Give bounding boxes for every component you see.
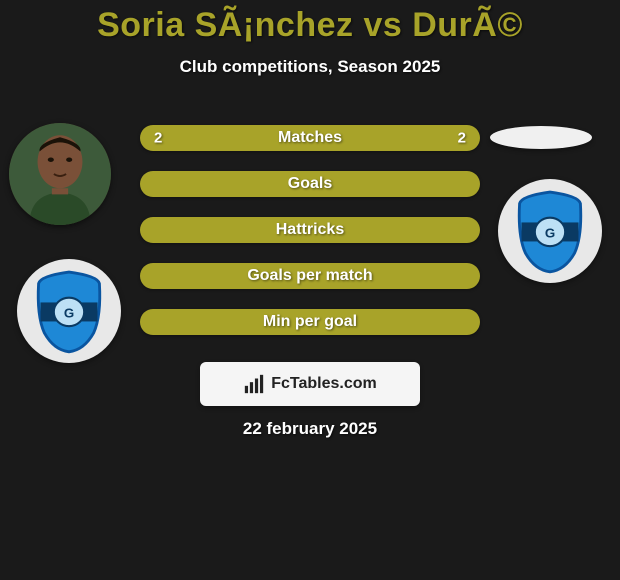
page-title: Soria SÃ¡nchez vs DurÃ© — [0, 0, 620, 45]
stat-left-value: 2 — [154, 130, 162, 147]
stat-label: Matches — [278, 129, 342, 147]
player-right-placeholder — [490, 126, 592, 149]
stat-right-value: 2 — [458, 130, 466, 147]
content-area: Soria SÃ¡nchez vs DurÃ© Club competition… — [0, 0, 620, 580]
footer-brand-box: FcTables.com — [200, 362, 420, 406]
stat-bar-goals-per-match: Goals per match — [140, 263, 480, 289]
player-left-avatar — [9, 123, 111, 225]
stat-bar-matches: 2 Matches 2 — [140, 125, 480, 151]
stat-label: Goals per match — [247, 267, 372, 285]
svg-text:G: G — [545, 226, 555, 241]
page-subtitle: Club competitions, Season 2025 — [0, 57, 620, 77]
club-left-logo: G — [17, 259, 121, 363]
stat-label: Min per goal — [263, 313, 357, 331]
stat-bar-goals: Goals — [140, 171, 480, 197]
stat-bars: 2 Matches 2 Goals Hattricks Goals per ma… — [140, 125, 480, 355]
stat-bar-min-per-goal: Min per goal — [140, 309, 480, 335]
footer-brand-text: FcTables.com — [271, 375, 377, 393]
stat-label: Hattricks — [276, 221, 344, 239]
stat-bar-hattricks: Hattricks — [140, 217, 480, 243]
shield-icon: G — [31, 268, 107, 354]
footer-date: 22 february 2025 — [0, 419, 620, 439]
bar-chart-icon — [243, 373, 265, 395]
club-right-logo: G — [498, 179, 602, 283]
svg-text:G: G — [64, 306, 74, 321]
stat-label: Goals — [288, 175, 332, 193]
avatar-person-icon — [9, 123, 111, 225]
shield-icon: G — [512, 188, 588, 274]
